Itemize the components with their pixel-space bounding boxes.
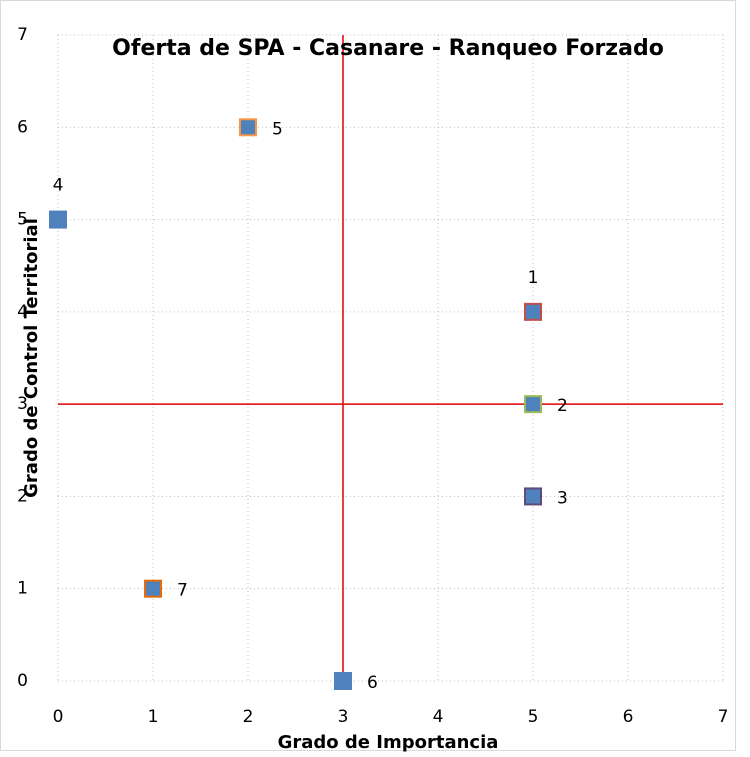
x-tick-label: 4: [433, 707, 444, 727]
x-axis-title: Grado de Importancia: [278, 732, 499, 753]
x-tick-label: 5: [528, 707, 539, 727]
point-label: 4: [53, 176, 64, 196]
point: [524, 302, 542, 321]
plot-area: 0 1 2 3 4 5 6 7 0 1 2 3 4 5 6 7 1 2 3 4 5 6 7: [17, 25, 728, 727]
point-label: 3: [557, 488, 568, 508]
y-axis-title: Grado de Control Territorial: [21, 218, 42, 498]
chart-frame: [0, 0, 736, 751]
point: [49, 210, 67, 229]
point: [334, 672, 352, 690]
point-label: 1: [528, 268, 539, 288]
y-tick-label: 5: [17, 210, 28, 230]
y-tick-label: 1: [17, 579, 28, 599]
y-tick-label: 3: [17, 394, 28, 414]
chart-title: Oferta de SPA - Casanare - Ranqueo Forza…: [112, 36, 664, 61]
point: [524, 487, 542, 506]
point-label: 7: [177, 581, 188, 601]
point: [144, 579, 162, 598]
point-label: 2: [557, 396, 568, 416]
point-label: 6: [367, 673, 378, 693]
x-tick-label: 0: [53, 707, 64, 727]
y-tick-label: 4: [17, 302, 28, 322]
x-tick-label: 2: [243, 707, 254, 727]
point: [524, 395, 542, 414]
y-tick-label: 6: [17, 117, 28, 137]
y-tick-label: 7: [17, 25, 28, 45]
x-tick-label: 1: [148, 707, 159, 727]
x-tick-label: 3: [338, 707, 349, 727]
y-tick-label: 0: [17, 671, 28, 691]
x-tick-label: 7: [718, 707, 729, 727]
y-tick-label: 2: [17, 486, 28, 506]
point-label: 5: [272, 119, 283, 139]
point: [239, 118, 257, 137]
x-tick-label: 6: [623, 707, 634, 727]
